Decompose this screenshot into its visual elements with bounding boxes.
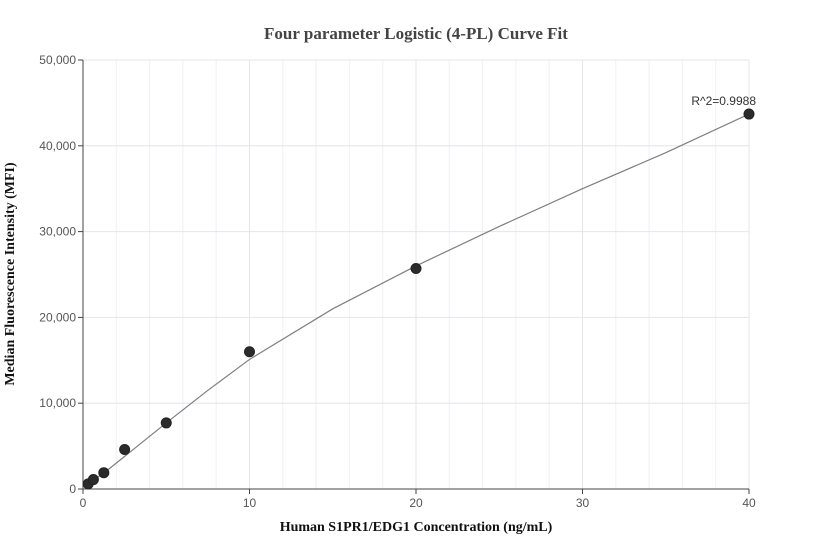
data-point (87, 474, 99, 486)
fit-curve-line (87, 113, 750, 484)
y-axis-title: Median Fluorescence Intensity (MFI) (3, 162, 18, 386)
x-tick-label: 20 (409, 496, 423, 510)
data-point (119, 444, 131, 456)
x-tick-label: 0 (80, 496, 87, 510)
y-tick-label: 10,000 (39, 396, 76, 410)
x-tick-label: 40 (742, 496, 756, 510)
labels: 0 10 20 30 40 0 10,000 20,000 30,000 40,000 50,000… (39, 53, 756, 510)
data-point (160, 417, 172, 429)
data-point (98, 467, 110, 479)
y-tick-label: 30,000 (39, 225, 76, 239)
data-point (410, 262, 422, 274)
x-tick-label: 10 (243, 496, 257, 510)
x-tick-label: 30 (576, 496, 590, 510)
y-tick-label: 50,000 (39, 53, 76, 67)
data-point (743, 108, 755, 120)
x-axis-title: Human S1PR1/EDG1 Concentration (ng/mL) (280, 520, 553, 535)
y-tick-label: 40,000 (39, 139, 76, 153)
chart-title: Four parameter Logistic (4-PL) Curve Fit (264, 24, 568, 43)
y-tick-label: 20,000 (39, 310, 76, 324)
y-tick-label: 0 (69, 482, 76, 496)
fit-curve-layer (87, 113, 750, 484)
axes (78, 59, 750, 494)
data-points (82, 108, 755, 490)
data-point (244, 346, 255, 358)
grid (83, 59, 750, 489)
r-squared-annotation: R^2=0.9988 (691, 94, 756, 108)
